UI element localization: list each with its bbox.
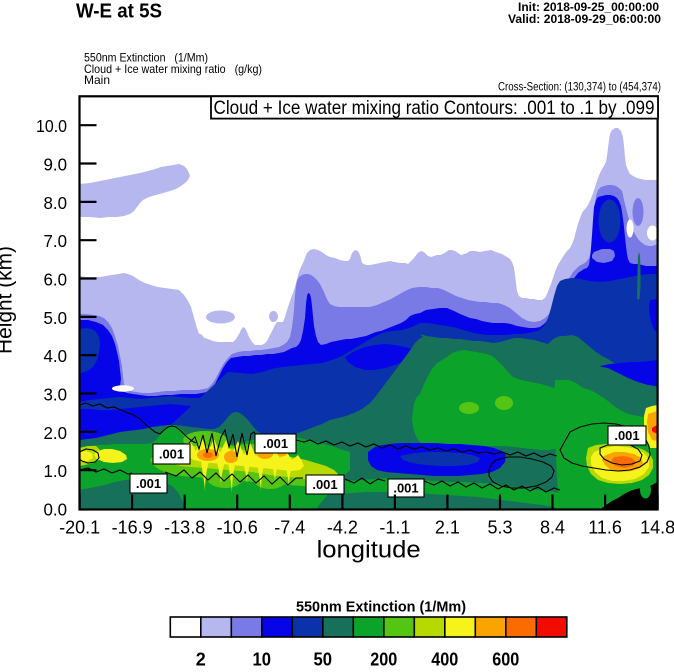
svg-text:10: 10 bbox=[253, 650, 272, 668]
svg-text:5.3: 5.3 bbox=[487, 518, 512, 538]
svg-text:600: 600 bbox=[492, 650, 519, 668]
svg-text:.001: .001 bbox=[263, 436, 288, 451]
svg-text:.001: .001 bbox=[393, 481, 418, 496]
svg-text:Cross-Section: (130,374) to (4: Cross-Section: (130,374) to (454,374) bbox=[498, 82, 661, 94]
svg-text:.001: .001 bbox=[136, 476, 161, 491]
svg-text:1.0: 1.0 bbox=[44, 461, 68, 481]
svg-text:9.0: 9.0 bbox=[44, 155, 68, 175]
svg-text:Main: Main bbox=[84, 73, 110, 87]
svg-text:6.0: 6.0 bbox=[44, 270, 68, 290]
svg-text:8.4: 8.4 bbox=[540, 518, 565, 538]
svg-text:longitude: longitude bbox=[317, 537, 421, 564]
svg-text:8.0: 8.0 bbox=[44, 193, 68, 213]
svg-text:5.0: 5.0 bbox=[44, 308, 68, 328]
svg-text:-10.6: -10.6 bbox=[217, 518, 258, 538]
svg-text:Cloud + Ice water mixing ratio: Cloud + Ice water mixing ratio Contours:… bbox=[214, 98, 655, 119]
svg-text:200: 200 bbox=[370, 650, 397, 668]
svg-text:2.1: 2.1 bbox=[435, 518, 460, 538]
svg-text:2.0: 2.0 bbox=[44, 423, 68, 443]
svg-text:2: 2 bbox=[196, 650, 206, 668]
svg-text:-16.9: -16.9 bbox=[112, 518, 153, 538]
svg-text:.001: .001 bbox=[159, 447, 184, 462]
svg-text:50: 50 bbox=[314, 650, 333, 668]
svg-text:550nm Extinction (1/Mm): 550nm Extinction (1/Mm) bbox=[84, 51, 208, 65]
svg-text:-7.4: -7.4 bbox=[274, 518, 305, 538]
svg-text:W-E at 5S: W-E at 5S bbox=[76, 1, 162, 23]
svg-text:0.0: 0.0 bbox=[44, 500, 68, 520]
svg-text:Valid: 2018-09-29_06:00:00: Valid: 2018-09-29_06:00:00 bbox=[508, 12, 661, 26]
svg-text:-13.8: -13.8 bbox=[164, 518, 205, 538]
svg-text:Cloud + Ice water mixing ratio: Cloud + Ice water mixing ratio (g/kg) bbox=[84, 62, 262, 76]
svg-text:Init: 2018-09-25_00:00:00: Init: 2018-09-25_00:00:00 bbox=[518, 0, 659, 14]
svg-text:11.6: 11.6 bbox=[588, 518, 622, 538]
svg-text:10.0: 10.0 bbox=[36, 116, 67, 136]
svg-text:-20.1: -20.1 bbox=[59, 518, 100, 538]
svg-text:.001: .001 bbox=[312, 477, 337, 492]
svg-text:-1.1: -1.1 bbox=[379, 518, 410, 538]
svg-text:3.0: 3.0 bbox=[44, 385, 68, 405]
svg-text:400: 400 bbox=[431, 650, 458, 668]
svg-text:4.0: 4.0 bbox=[44, 346, 68, 366]
svg-text:-4.2: -4.2 bbox=[327, 518, 358, 538]
svg-text:7.0: 7.0 bbox=[44, 231, 68, 251]
svg-text:Height (km): Height (km) bbox=[0, 246, 17, 354]
svg-text:14.8: 14.8 bbox=[640, 518, 674, 538]
svg-text:.001: .001 bbox=[614, 428, 639, 443]
svg-text:550nm Extinction (1/Mm): 550nm Extinction (1/Mm) bbox=[296, 599, 466, 616]
